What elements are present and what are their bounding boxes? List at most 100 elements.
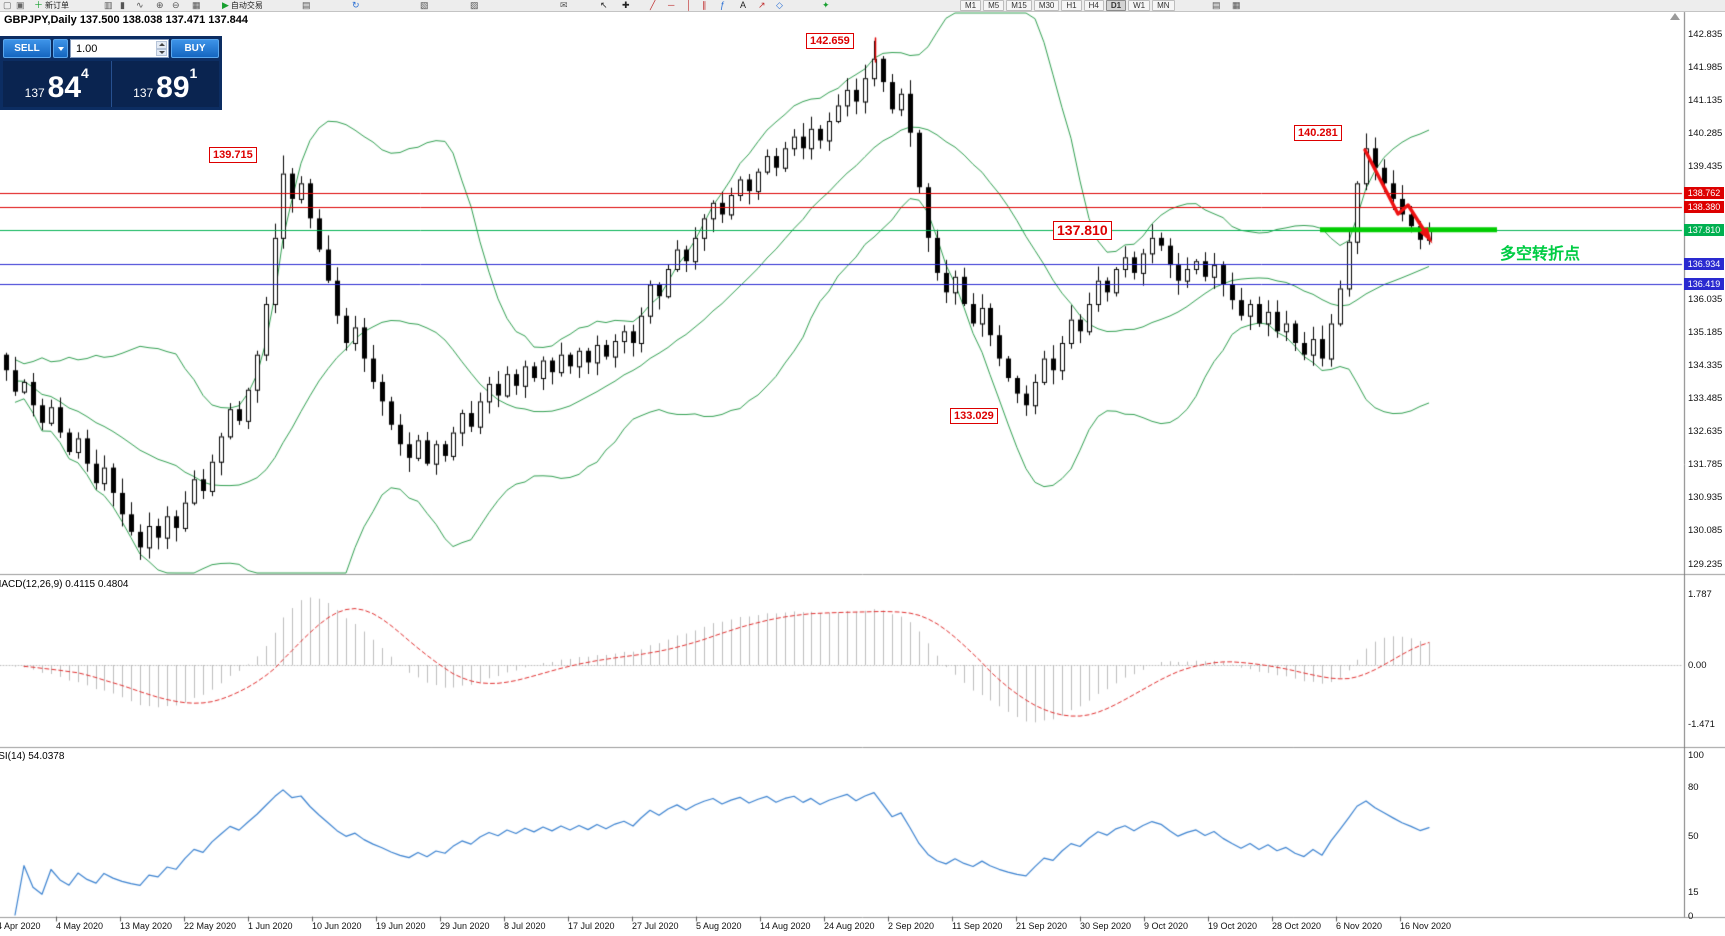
timeframe-m5[interactable]: M5 [983,0,1005,11]
autotrade-button[interactable]: ▶ 自动交易 [222,0,263,11]
chart-list-icon: ▤ [1212,0,1221,10]
text-label-icon: A [740,0,747,10]
chart-title: GBPJPY,Daily 137.500 138.038 137.471 137… [4,14,249,26]
chart-bars-icon[interactable]: ▥ [104,0,113,11]
arrow-object-icon[interactable]: ↗ [758,0,766,11]
sell-price[interactable]: 137 84 4 [3,61,111,107]
shapes-icon[interactable]: ◇ [776,0,783,11]
date-label: 21 Sep 2020 [1016,921,1068,931]
timeframe-h1[interactable]: H1 [1061,0,1082,11]
price-axis-label: 142.835 [1688,29,1723,40]
macd-axis-label: 1.787 [1688,588,1712,600]
terminal-icon[interactable]: ▨ [470,0,479,11]
timeframe-m1[interactable]: M1 [960,0,982,11]
chart-window-icon[interactable]: ▣ [16,0,25,11]
timeframe-mn[interactable]: MN [1152,0,1175,11]
indicators-icon: ✦ [822,0,830,10]
date-label: 27 Jul 2020 [632,921,679,931]
price-callout[interactable]: 142.659 [806,32,854,49]
new-order-button[interactable]: ＋新订单 [34,0,69,11]
price-callout[interactable]: 139.715 [209,147,257,164]
navigator-icon[interactable]: ▧ [420,0,429,11]
price-tag: 136.934 [1684,257,1724,270]
chart-line-icon[interactable]: ∿ [136,0,144,11]
zoom-in-icon[interactable]: ⊕ [156,0,164,11]
channel-icon[interactable]: ∥ [702,0,707,11]
chevron-down-icon [57,46,64,51]
price-axis-label: 129.235 [1688,558,1723,570]
date-label: 6 Nov 2020 [1336,921,1383,931]
macd-label: MACD(12,26,9) 0.4115 0.4804 [0,579,129,590]
price-axis-label: 135.185 [1688,326,1723,338]
chart-candles-icon[interactable]: ▮ [120,0,125,11]
rsi-label: RSI(14) 54.0378 [0,751,65,762]
price-callout[interactable]: 137.810 [1053,220,1112,240]
sell-button[interactable]: SELL [3,39,51,58]
price-axis-label: 132.635 [1688,426,1723,438]
window-layout-icon[interactable]: ▦ [1232,0,1241,11]
date-label: 5 Aug 2020 [696,921,742,931]
navigator-icon: ▧ [420,0,429,10]
date-label: 9 Oct 2020 [1144,921,1189,931]
date-label: 16 Nov 2020 [1400,921,1452,931]
tile-windows-icon[interactable]: ▦ [192,0,201,11]
date-label: 17 Jul 2020 [568,921,615,931]
window-icon[interactable]: ▢ [3,0,12,11]
timeframe-m30[interactable]: M30 [1033,0,1060,11]
price-tag: 138.380 [1684,201,1724,214]
buy-button[interactable]: BUY [171,39,219,58]
shapes-icon: ◇ [776,0,783,10]
vertical-line-icon[interactable]: │ [686,0,692,11]
templates-icon[interactable]: ▤ [302,0,311,11]
macd-axis-label: -1.471 [1688,718,1715,730]
price-axis-label: 140.285 [1688,128,1723,140]
chart-list-icon[interactable]: ▤ [1212,0,1221,11]
refresh-icon[interactable]: ↻ [352,0,360,11]
indicators-icon[interactable]: ✦ [822,0,830,11]
date-label: 4 May 2020 [56,921,104,931]
buy-price-big: 89 [156,71,190,104]
timeframe-m15[interactable]: M15 [1006,0,1032,11]
fibonacci-icon[interactable]: ƒ [720,0,725,11]
zoom-out-icon[interactable]: ⊖ [172,0,180,11]
date-label: 24 Apr 2020 [0,921,41,931]
rsi-axis-label: 100 [1688,750,1704,761]
date-label: 19 Jun 2020 [376,921,426,931]
horizontal-line-icon: ─ [668,0,675,10]
tile-windows-icon: ▦ [192,0,201,10]
price-callout[interactable]: 133.029 [950,407,998,424]
chart-shift-marker[interactable] [1670,13,1680,20]
price-callout[interactable]: 140.281 [1294,125,1342,142]
text-label-icon[interactable]: A [740,0,746,11]
timeframe-w1[interactable]: W1 [1128,0,1151,11]
date-label: 29 Jun 2020 [440,921,490,931]
turning-point-label[interactable]: 多空转折点 [1500,246,1581,263]
date-label: 11 Sep 2020 [952,921,1003,931]
rsi-axis-label: 15 [1688,886,1699,898]
autotrade-icon: ▶ [222,0,229,10]
buy-price[interactable]: 137 89 1 [112,61,220,107]
price-axis-label: 141.985 [1688,62,1723,74]
volume-stepper[interactable] [156,41,167,56]
mail-icon[interactable]: ✉ [560,0,568,11]
volume-down-icon[interactable] [156,48,167,56]
timeframe-h4[interactable]: H4 [1083,0,1104,11]
cursor-icon[interactable]: ↖ [600,0,608,11]
window-icon: ▢ [3,0,12,10]
crosshair-icon[interactable]: ✚ [622,0,630,11]
rsi-axis-label: 50 [1688,830,1699,842]
horizontal-line-icon[interactable]: ─ [668,0,674,11]
sell-price-big: 84 [47,71,82,104]
trendline-icon[interactable]: ╱ [650,0,655,11]
refresh-icon: ↻ [352,0,360,10]
order-type-dropdown[interactable] [53,39,68,58]
volume-up-icon[interactable] [156,41,167,49]
templates-icon: ▤ [302,0,311,10]
volume-input[interactable]: 1.00 [70,39,169,58]
timeframe-d1[interactable]: D1 [1105,0,1127,11]
toolbar: ▢ ▣ ＋新订单 ▥ ▮ ∿ ⊕ ⊖ ▦ ▶ 自动交易 ▤ ↻ ▧ ▨ ✉ ↖ ✚ ╱ ─ │ ∥ ƒ A ↗ ◇ ✦ ▤ ▦ M1 M5… [0,0,1725,12]
date-label: 19 Oct 2020 [1208,921,1258,931]
price-axis-label: 139.435 [1688,161,1723,173]
price-tag: 137.810 [1684,223,1724,236]
